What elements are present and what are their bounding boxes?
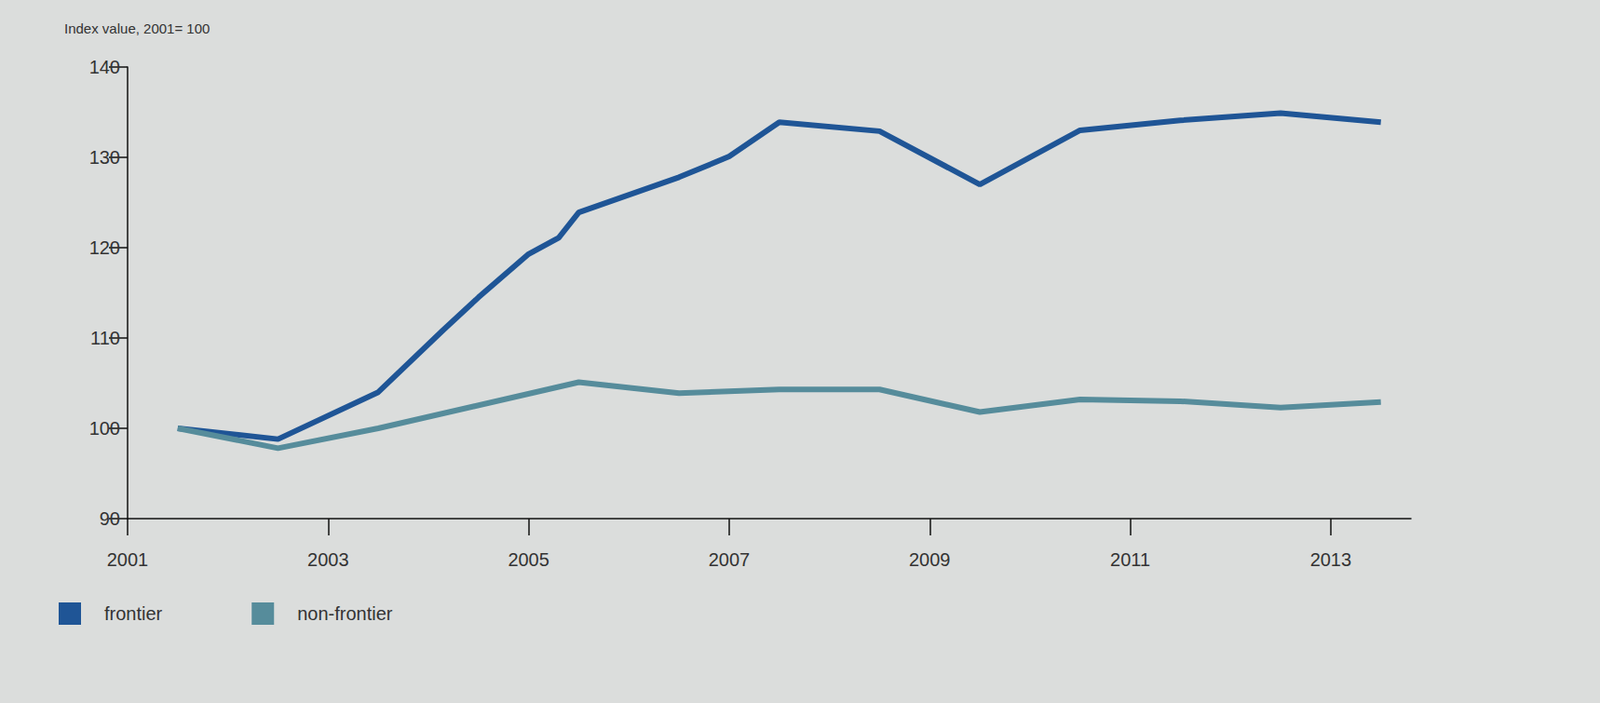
svg-text:120: 120	[89, 237, 121, 258]
svg-text:2011: 2011	[1110, 549, 1151, 570]
svg-text:140: 140	[89, 56, 121, 78]
svg-text:130: 130	[89, 147, 121, 168]
svg-text:frontier: frontier	[104, 603, 163, 624]
svg-text:90: 90	[99, 508, 121, 529]
svg-text:non-frontier: non-frontier	[297, 603, 394, 624]
svg-text:2013: 2013	[1310, 549, 1353, 570]
svg-text:2005: 2005	[507, 549, 550, 570]
svg-text:2007: 2007	[708, 549, 751, 570]
svg-text:110: 110	[90, 327, 121, 349]
svg-text:2009: 2009	[908, 549, 951, 570]
svg-text:100: 100	[89, 418, 121, 439]
svg-text:2001: 2001	[107, 549, 150, 570]
svg-text:2003: 2003	[307, 549, 350, 570]
svg-text:Index value, 2001= 100: Index value, 2001= 100	[64, 20, 210, 37]
